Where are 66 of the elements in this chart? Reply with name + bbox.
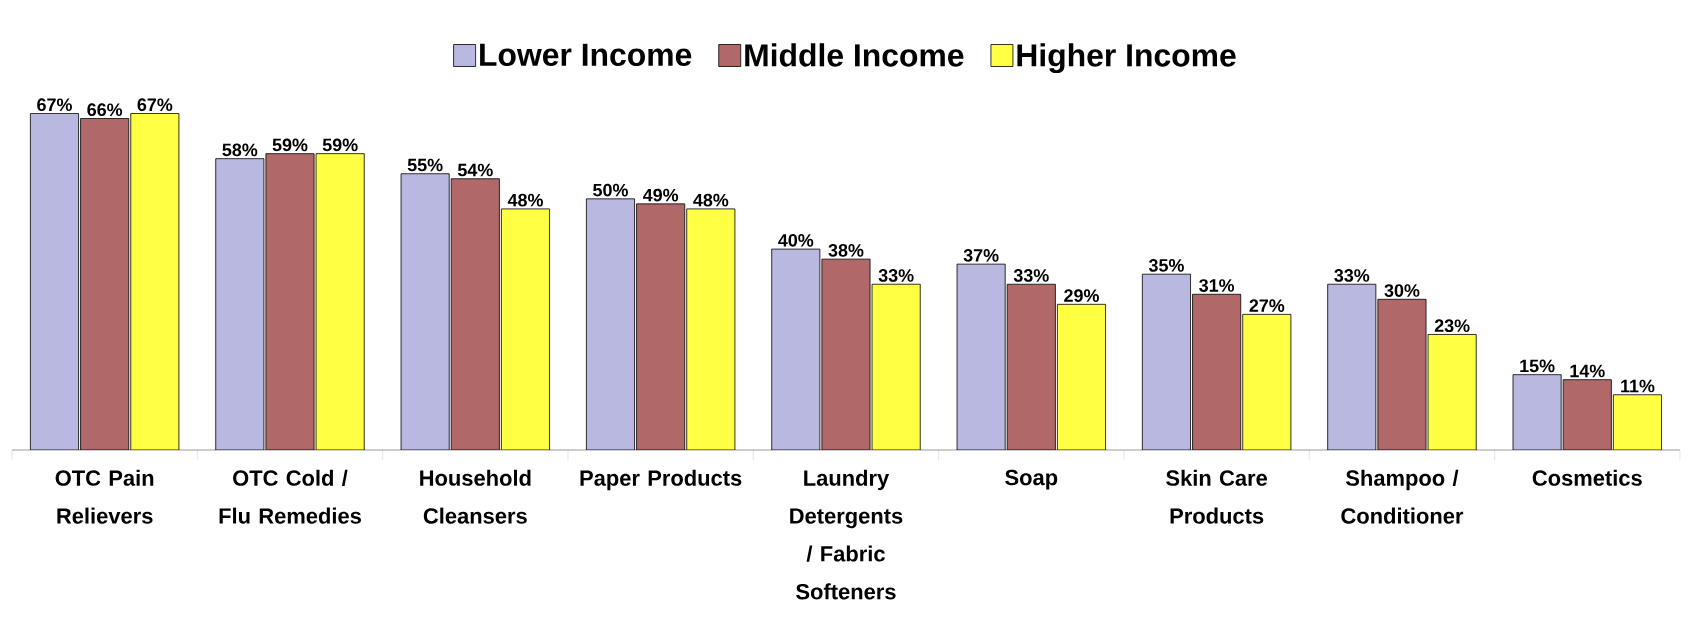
legend-label: Lower Income (480, 43, 692, 67)
data-label: 59% (272, 138, 308, 152)
data-label: 15% (1520, 359, 1555, 373)
x-tick-label: Skin Care Products (1166, 469, 1268, 524)
data-label: 33% (878, 269, 914, 282)
data-label: 33% (1013, 269, 1049, 282)
data-label: 38% (828, 243, 864, 257)
bar (1562, 379, 1612, 450)
bar (1056, 303, 1106, 450)
bar (1512, 374, 1562, 450)
data-label: 67% (137, 98, 173, 112)
data-label: 33% (1334, 269, 1370, 282)
data-label: 49% (642, 188, 679, 202)
data-label: 35% (1148, 259, 1184, 272)
bar (821, 258, 871, 450)
bar (501, 208, 550, 450)
x-tick-label: Soap (1005, 469, 1058, 490)
bar (1377, 298, 1427, 450)
x-tick-label: Paper Products (580, 469, 742, 491)
x-tick-label: Laundry Detergents / Fabric Softeners (790, 469, 903, 600)
legend-label: Higher Income (1017, 43, 1236, 74)
x-tick-label: Cosmetics (1532, 469, 1642, 486)
x-tick-label: OTC Cold / Flu Remedies (219, 469, 361, 524)
data-label: 58% (222, 143, 258, 157)
data-label: 50% (593, 183, 628, 197)
data-label: 27% (1249, 299, 1285, 312)
bar (1242, 313, 1292, 450)
bar (1192, 293, 1242, 450)
data-label: 11% (1621, 379, 1655, 393)
bar (956, 263, 1006, 450)
data-label: 40% (778, 233, 814, 247)
data-label: 48% (507, 193, 543, 207)
data-label: 37% (963, 249, 999, 262)
bar (450, 178, 500, 450)
legend-label: Middle Income (745, 43, 964, 67)
bar (400, 173, 450, 450)
bar (29, 113, 79, 450)
bar (1427, 334, 1477, 450)
data-label: 67% (37, 98, 72, 112)
data-label: 14% (1570, 364, 1605, 378)
x-tick-label: Shampoo / Conditioner (1341, 469, 1464, 524)
data-label: 29% (1064, 289, 1099, 302)
bar (1327, 283, 1377, 450)
data-label: 23% (1434, 319, 1470, 333)
data-label: 66% (87, 103, 123, 117)
data-label: 48% (693, 193, 729, 207)
bar (1006, 283, 1056, 450)
bar (871, 283, 921, 450)
bar (130, 113, 180, 450)
bar (80, 118, 130, 450)
data-label: 30% (1384, 284, 1420, 297)
bar (215, 158, 265, 450)
bar (1141, 273, 1191, 450)
x-tick-label: OTC Pain Relievers (55, 469, 154, 524)
bar (265, 153, 315, 450)
bar (636, 203, 686, 450)
x-tick-label: Household Cleansers (420, 469, 531, 524)
bar (771, 248, 821, 450)
data-label: 55% (407, 158, 443, 172)
data-label: 54% (457, 163, 493, 177)
bar (686, 208, 736, 450)
bar (1612, 394, 1662, 450)
bar (315, 153, 365, 450)
bar (585, 198, 635, 450)
data-label: 59% (322, 138, 358, 152)
data-label: 31% (1199, 279, 1235, 292)
